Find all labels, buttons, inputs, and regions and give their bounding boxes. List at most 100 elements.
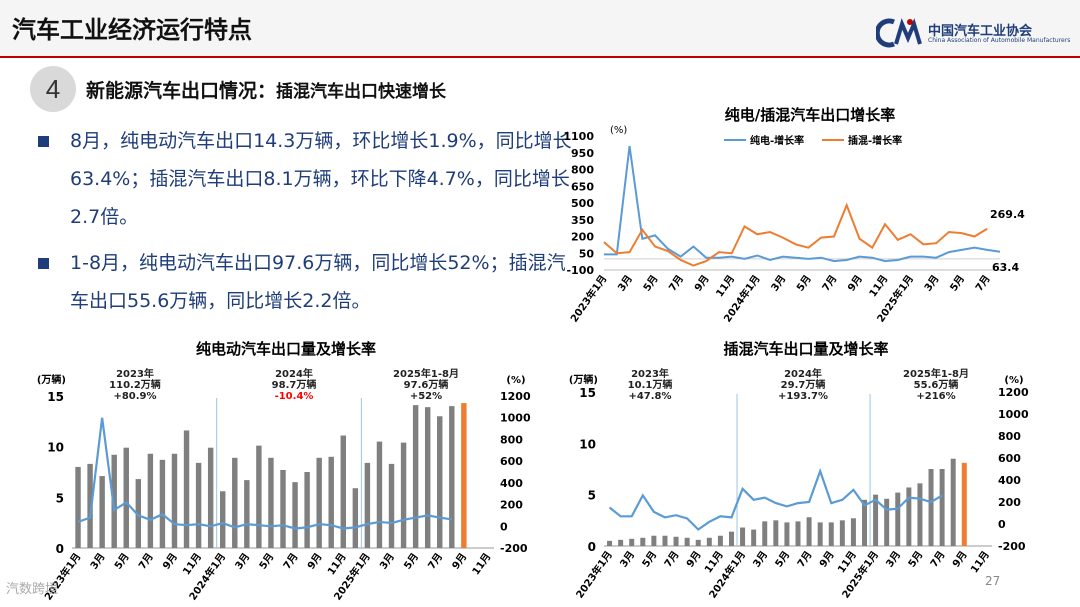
bar — [607, 540, 613, 546]
y-tick-label: -100 — [566, 264, 594, 277]
y2-axis-unit: (%) — [506, 375, 525, 386]
y-tick-label: 15 — [579, 386, 596, 400]
y2-tick-label: 1000 — [500, 412, 531, 425]
bar-highlight — [961, 462, 967, 546]
bar — [673, 536, 679, 546]
y-tick-label: 15 — [47, 390, 64, 404]
x-tick-label: 3月 — [377, 551, 397, 572]
bar — [123, 447, 129, 548]
x-tick-label: 3月 — [233, 551, 253, 572]
bar — [939, 469, 945, 546]
x-tick-label: 3月 — [884, 549, 904, 570]
x-tick-label: 9月 — [160, 551, 180, 572]
x-tick-label: 5月 — [402, 551, 422, 572]
bar — [135, 479, 142, 548]
bar — [706, 537, 712, 546]
annotation-label: +47.8% — [628, 391, 671, 402]
bar — [740, 527, 746, 546]
y-tick-label: 650 — [571, 180, 594, 193]
bar — [640, 537, 646, 546]
section-title: 新能源汽车出口情况：插混汽车出口快速增长 — [86, 76, 446, 103]
y2-tick-label: 800 — [998, 430, 1021, 443]
header-bar: 汽车工业经济运行特点 中国汽车工业协会 China Association of… — [0, 0, 1080, 56]
bar — [850, 518, 856, 546]
annotation-label: 2024年 — [784, 367, 822, 380]
x-tick-label: 7月 — [973, 273, 993, 294]
y2-tick-label: 200 — [500, 499, 523, 512]
x-tick-label: 11月 — [181, 551, 205, 577]
y-tick-label: 10 — [47, 441, 64, 455]
y-tick-label: 0 — [588, 540, 596, 554]
bar — [171, 453, 178, 548]
annotation-label: +216% — [916, 391, 955, 402]
bullet-item: 1-8月，纯电动汽车出口97.6万辆，同比增长52%；插混汽车出口55.6万辆，… — [38, 244, 578, 320]
bar — [762, 521, 768, 546]
x-tick-label: 9月 — [845, 273, 865, 294]
x-tick-label: 5月 — [257, 551, 277, 572]
bar — [232, 457, 238, 548]
bar — [340, 435, 346, 548]
bar — [928, 469, 934, 546]
y-tick-label: 5 — [56, 491, 64, 505]
x-tick-label: 9月 — [817, 549, 837, 570]
x-tick-label: 3月 — [618, 549, 638, 570]
y2-tick-label: 600 — [500, 455, 523, 468]
bar — [895, 492, 901, 546]
y2-tick-label: -200 — [998, 540, 1026, 553]
x-tick-label: 5月 — [773, 549, 793, 570]
x-tick-label: 3月 — [922, 273, 942, 294]
growth-line — [77, 417, 452, 530]
x-tick-label: 9月 — [950, 549, 970, 570]
bar — [87, 463, 93, 548]
bullet-square-icon — [38, 258, 49, 269]
bar — [304, 472, 310, 548]
y2-tick-label: -200 — [500, 542, 528, 555]
bar — [376, 441, 383, 548]
y-tick-label: 950 — [571, 147, 594, 160]
bar — [316, 457, 322, 548]
annotation-label: 2025年1-8月 — [903, 367, 969, 380]
bar — [244, 480, 250, 548]
logo-subtitle: China Association of Automobile Manufact… — [928, 37, 1071, 44]
x-tick-label: 7月 — [820, 273, 840, 294]
page-title: 汽车工业经济运行特点 — [12, 16, 252, 44]
bar — [183, 430, 190, 548]
x-tick-label: 7月 — [795, 549, 815, 570]
x-tick-label: 3月 — [769, 273, 789, 294]
bar — [424, 407, 431, 548]
section-number: 4 — [30, 66, 76, 112]
x-tick-label: 11月 — [325, 551, 349, 577]
bar — [147, 453, 154, 548]
brand-watermark: 汽数跨境 — [6, 582, 59, 597]
bar — [159, 459, 166, 548]
x-tick-label: 2023年1月 — [567, 272, 609, 324]
end-value-label: 269.4 — [990, 208, 1025, 221]
y2-tick-label: 0 — [998, 518, 1006, 531]
bar — [268, 457, 274, 548]
x-tick-label: 3月 — [751, 549, 771, 570]
x-tick-label: 2023年1月 — [573, 548, 615, 600]
annotation-label: +52% — [410, 391, 442, 402]
x-tick-label: 5月 — [641, 273, 661, 294]
y-tick-label: 1100 — [563, 130, 594, 143]
bar — [950, 458, 956, 546]
x-tick-label: 9月 — [305, 551, 325, 572]
annotation-label: 10.1万辆 — [628, 378, 673, 391]
bullet-text: 8月，纯电动汽车出口14.3万辆，环比增长1.9%，同比增长63.4%；插混汽车… — [70, 130, 572, 228]
y2-tick-label: 200 — [998, 496, 1021, 509]
legend-label: 纯电-增长率 — [750, 134, 804, 147]
x-tick-label: 9月 — [684, 549, 704, 570]
end-value-label: 63.4 — [992, 261, 1019, 274]
annotation-label: 29.7万辆 — [781, 378, 826, 391]
annotation-label: 2025年1-8月 — [393, 367, 459, 380]
bar — [292, 482, 298, 548]
x-tick-label: 5月 — [794, 273, 814, 294]
bar — [828, 522, 834, 546]
bar — [751, 529, 757, 546]
x-tick-label: 5月 — [112, 551, 132, 572]
y2-tick-label: 600 — [998, 452, 1021, 465]
y2-tick-label: 400 — [998, 474, 1021, 487]
y2-tick-label: 1000 — [998, 408, 1029, 421]
bar — [917, 483, 923, 546]
header-divider — [0, 56, 1080, 58]
